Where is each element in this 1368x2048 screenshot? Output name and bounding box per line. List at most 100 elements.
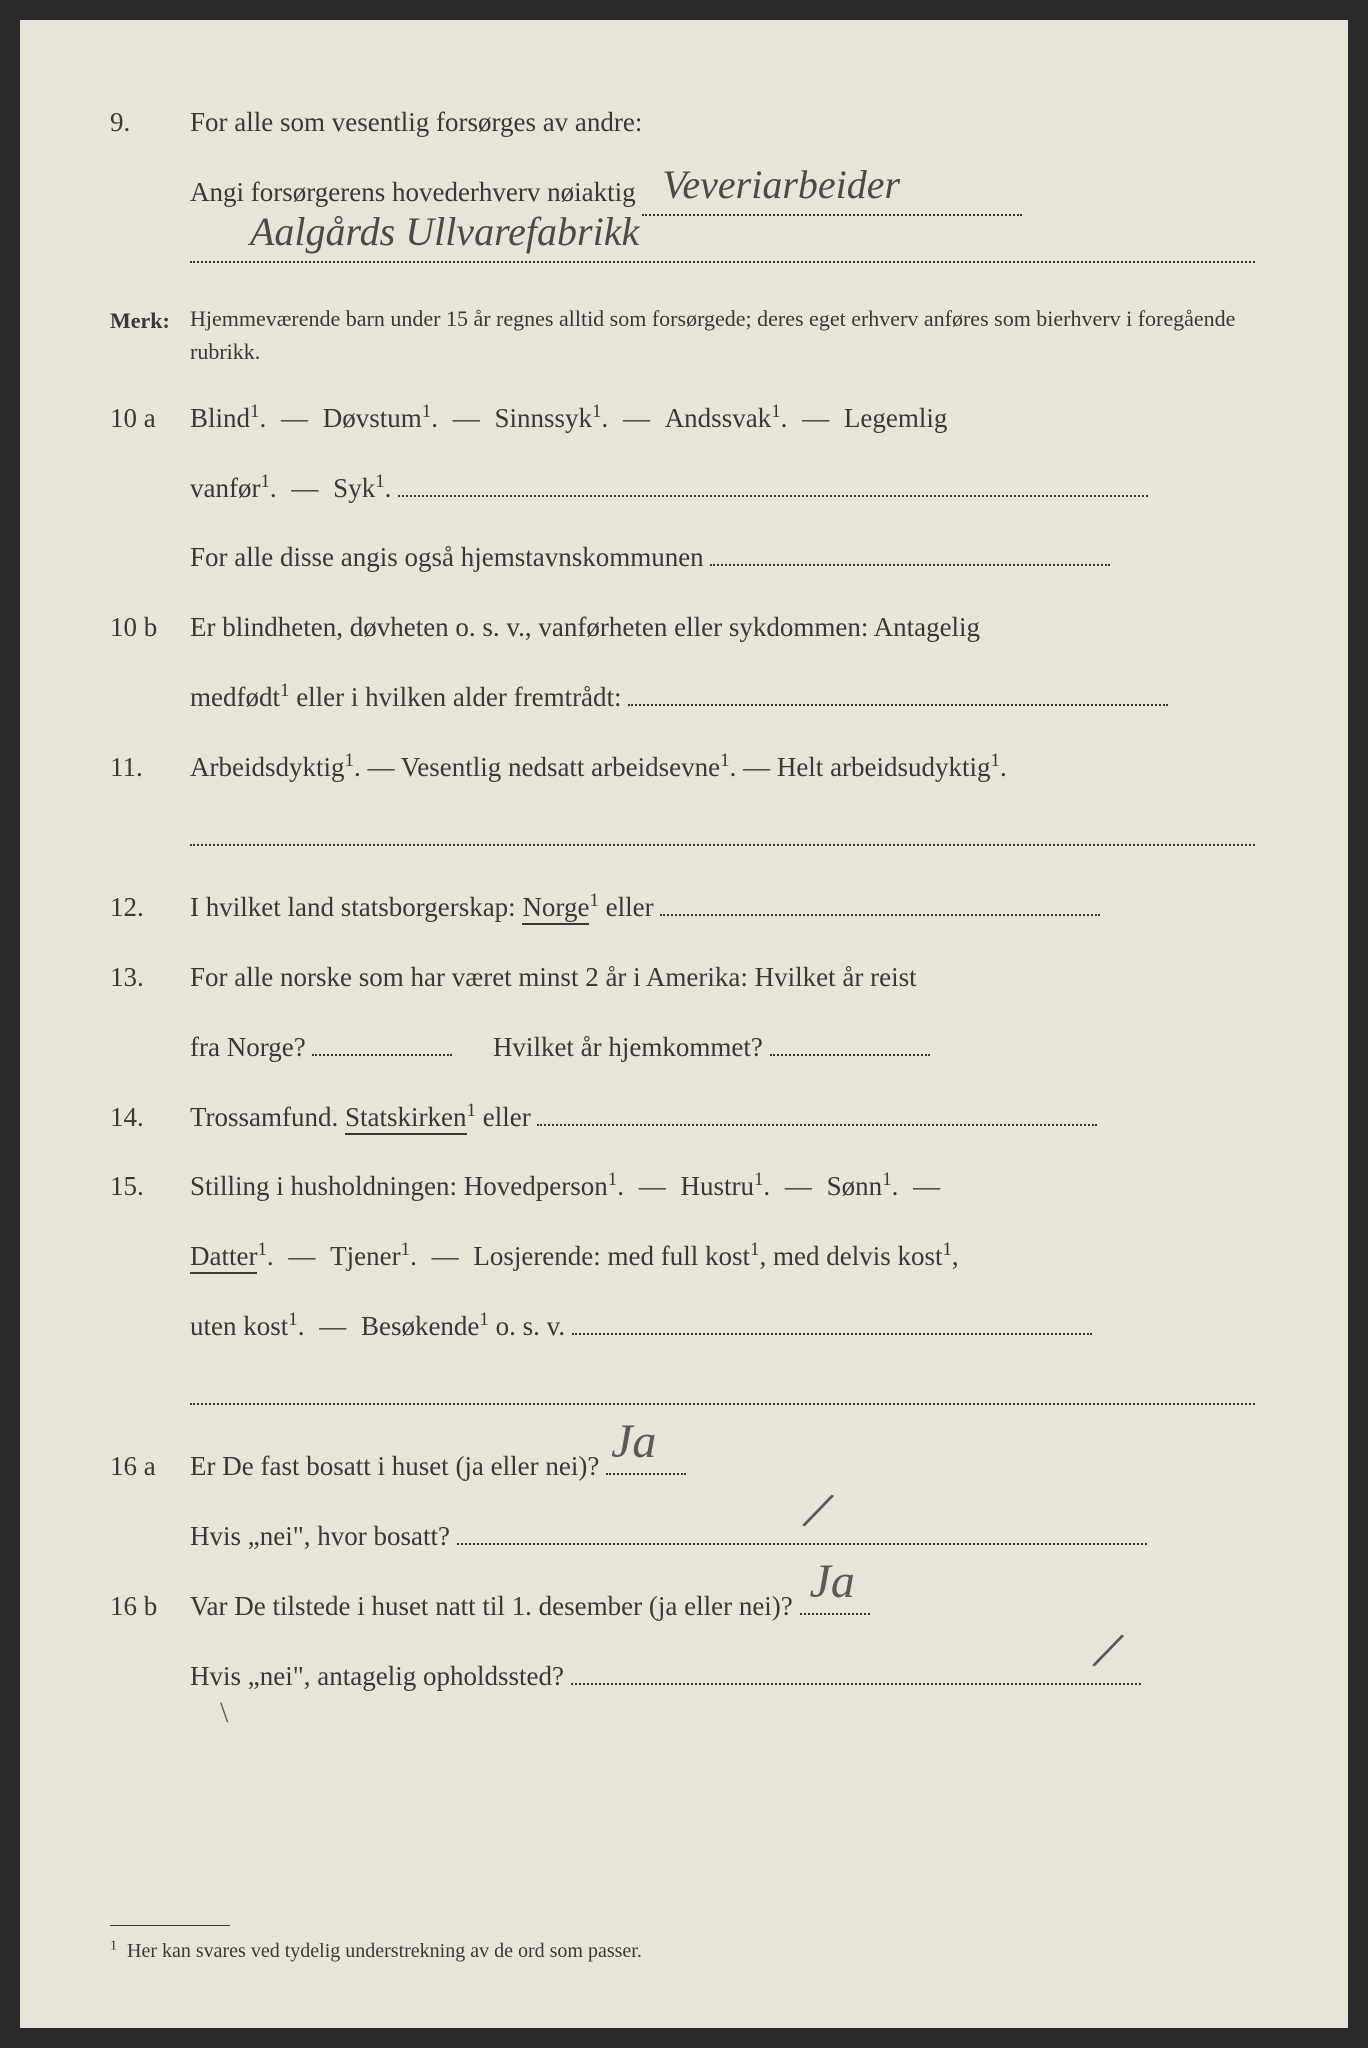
q10a-content: Blind1. — Døvstum1. — Sinnssyk1. — Andss… [190, 396, 1258, 442]
footnote-marker: 1 [110, 1938, 117, 1953]
q13-field1 [312, 1054, 452, 1056]
q11-number: 11. [110, 745, 190, 791]
q12-norge: Norge [522, 892, 589, 925]
merk-label: Merk: [110, 302, 190, 368]
q10a-dovstum: Døvstum [323, 403, 422, 433]
q16a-line1: Er De fast bosatt i huset (ja eller nei)… [190, 1451, 599, 1481]
q15-datter: Datter [190, 1241, 257, 1274]
merk-text: Hjemmeværende barn under 15 år regnes al… [190, 302, 1258, 368]
question-16b: 16 b Var De tilstede i huset natt til 1.… [110, 1584, 1258, 1630]
q10a-sinnssyk: Sinnssyk [494, 403, 592, 433]
question-13: 13. For alle norske som har været minst … [110, 955, 1258, 1001]
q12-field [660, 914, 1100, 916]
q14-post: eller [483, 1102, 531, 1132]
q13-number: 13. [110, 955, 190, 1001]
q16b-line1-wrap: Var De tilstede i huset natt til 1. dese… [190, 1584, 1258, 1630]
q10b-line1: Er blindheten, døvheten o. s. v., vanfør… [190, 605, 1258, 651]
q16a-line2-text: Hvis „nei", hvor bosatt? [190, 1521, 450, 1551]
question-11: 11. Arbeidsdyktig1. — Vesentlig nedsatt … [110, 745, 1258, 791]
q11-content: Arbeidsdyktig1. — Vesentlig nedsatt arbe… [190, 745, 1258, 791]
q14-field [537, 1124, 1097, 1126]
q10a-andssvak: Andssvak [665, 403, 772, 433]
footnote-rule [110, 1925, 230, 1926]
q13-field2 [770, 1054, 930, 1056]
q16b-line1: Var De tilstede i huset natt til 1. dese… [190, 1591, 793, 1621]
q9-handwritten1: Veveriarbeider [662, 151, 900, 219]
q13-b: Hvilket år hjemkommet? [493, 1032, 763, 1062]
q9-field1: Veveriarbeider [642, 214, 1022, 216]
q16b-field2 [571, 1683, 1141, 1685]
q11-blank-line [190, 815, 1258, 861]
q15-sonn: Sønn [827, 1171, 883, 1201]
q10a-number: 10 a [110, 396, 190, 442]
q10a-line3-text: For alle disse angis også hjemstavnskomm… [190, 542, 704, 572]
q15-line3: uten kost1. — Besøkende1 o. s. v. [190, 1304, 1258, 1350]
q9-handwritten2: Aalgårds Ullvarefabrikk [250, 198, 639, 266]
q15-post: o. s. v. [496, 1311, 566, 1341]
q15-losj: Losjerende: med full kost [473, 1241, 750, 1271]
q15-blank-line [190, 1374, 1258, 1420]
q13-a: fra Norge? [190, 1032, 306, 1062]
q10a-vanfor: vanfør [190, 473, 260, 503]
question-16a: 16 a Er De fast bosatt i huset (ja eller… [110, 1444, 1258, 1490]
q16b-line2-text: Hvis „nei", antagelig opholdssted? [190, 1661, 564, 1691]
q10a-blind: Blind [190, 403, 250, 433]
q10a-line2: vanfør1. — Syk1. [190, 466, 1258, 512]
q16b-answer: Ja [810, 1541, 855, 1623]
q15-field [572, 1333, 1092, 1335]
q10a-syk: Syk [333, 473, 375, 503]
q15-number: 15. [110, 1164, 190, 1210]
q16a-answer: Ja [611, 1401, 656, 1483]
q10a-line3-field [710, 564, 1110, 566]
q10b-number: 10 b [110, 605, 190, 651]
question-12: 12. I hvilket land statsborgerskap: Norg… [110, 885, 1258, 931]
q10b-line2: medfødt1 eller i hvilken alder fremtrådt… [190, 675, 1258, 721]
q13-line2: fra Norge? Hvilket år hjemkommet? [190, 1025, 1258, 1071]
q14-statskirken: Statskirken [345, 1102, 467, 1135]
merk-note: Merk: Hjemmeværende barn under 15 år reg… [110, 302, 1258, 368]
q12-number: 12. [110, 885, 190, 931]
question-15: 15. Stilling i husholdningen: Hovedperso… [110, 1164, 1258, 1210]
q10a-line3: For alle disse angis også hjemstavnskomm… [190, 535, 1258, 581]
q16b-field1: Ja [800, 1613, 870, 1615]
q12-pre: I hvilket land statsborgerskap: [190, 892, 522, 922]
q11-p1: Arbeidsdyktig [190, 752, 345, 782]
q16b-number: 16 b [110, 1584, 190, 1630]
q9-line3: Aalgårds Ullvarefabrikk [190, 232, 1258, 278]
document-page: 9. For alle som vesentlig forsørges av a… [20, 20, 1348, 2028]
q14-content: Trossamfund. Statskirken1 eller [190, 1095, 1258, 1141]
q13-line1: For alle norske som har været minst 2 år… [190, 955, 1258, 1001]
question-9: 9. For alle som vesentlig forsørges av a… [110, 100, 1258, 146]
q15-pre: Stilling i husholdningen: Hovedperson [190, 1171, 608, 1201]
q15-hustru: Hustru [680, 1171, 754, 1201]
q9-number: 9. [110, 100, 190, 146]
q9-line1: For alle som vesentlig forsørges av andr… [190, 100, 1258, 146]
q15-delvis: , med delvis kost [759, 1241, 942, 1271]
q14-number: 14. [110, 1095, 190, 1141]
q15-besok: Besøkende [361, 1311, 479, 1341]
q10b-field [628, 704, 1168, 706]
q14-pre: Trossamfund. [190, 1102, 345, 1132]
q10a-line2-field [398, 495, 1148, 497]
stray-mark: \ [220, 1687, 228, 1738]
q15-uten: uten kost [190, 1311, 288, 1341]
q16a-line2: Hvis „nei", hvor bosatt? [190, 1514, 1258, 1560]
q9-field2: Aalgårds Ullvarefabrikk [190, 261, 1255, 263]
footnote-text: Her kan svares ved tydelig understreknin… [127, 1940, 642, 1962]
q10b-medfodt: medfødt [190, 682, 280, 712]
q16a-line1-wrap: Er De fast bosatt i huset (ja eller nei)… [190, 1444, 1258, 1490]
footnote: 1 Her kan svares ved tydelig understrekn… [110, 1925, 642, 1968]
q11-p2: Vesentlig nedsatt arbeidsevne [401, 752, 720, 782]
q10a-legemlig: Legemlig [844, 403, 947, 433]
question-14: 14. Trossamfund. Statskirken1 eller [110, 1095, 1258, 1141]
q11-p3: Helt arbeidsudyktig [777, 752, 991, 782]
q15-line2: Datter1. — Tjener1. — Losjerende: med fu… [190, 1234, 1258, 1280]
q10b-post: eller i hvilken alder fremtrådt: [296, 682, 621, 712]
q15-line1: Stilling i husholdningen: Hovedperson1. … [190, 1164, 1258, 1210]
q12-post: eller [606, 892, 654, 922]
question-10b: 10 b Er blindheten, døvheten o. s. v., v… [110, 605, 1258, 651]
q12-content: I hvilket land statsborgerskap: Norge1 e… [190, 885, 1258, 931]
q16a-number: 16 a [110, 1444, 190, 1490]
question-10a: 10 a Blind1. — Døvstum1. — Sinnssyk1. — … [110, 396, 1258, 442]
q15-tjener: Tjener [330, 1241, 400, 1271]
